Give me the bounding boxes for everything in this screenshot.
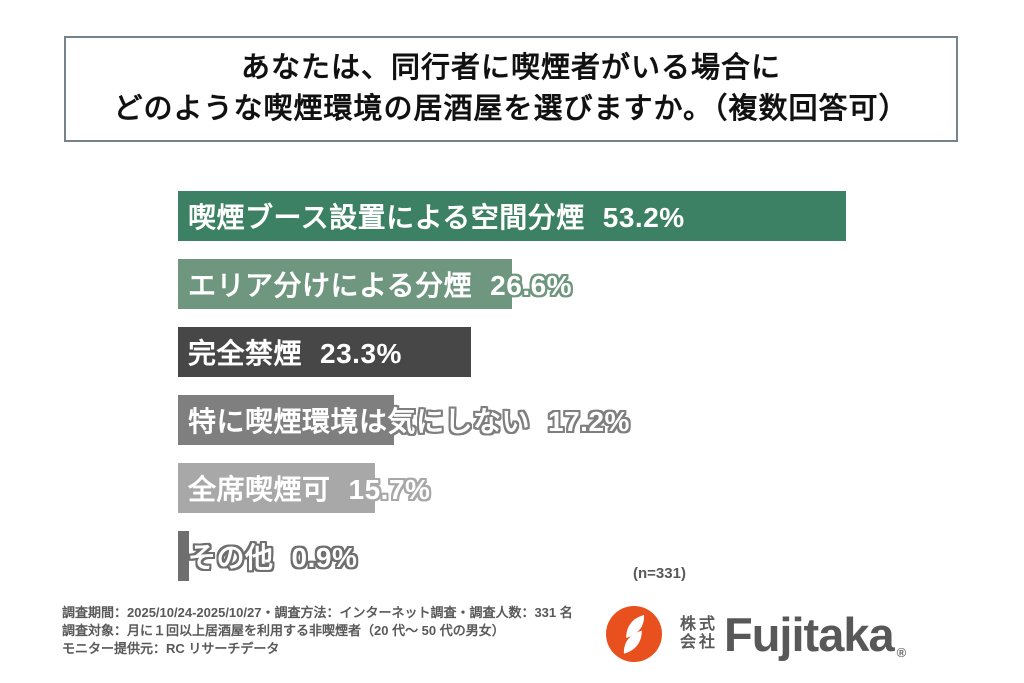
bar-1: エリア分けによる分煙 26.6% — [178, 259, 572, 309]
bar-label-4: 全席喫煙可 — [188, 474, 331, 505]
bar-label-1: エリア分けによる分煙 — [188, 270, 473, 301]
bar-row-4: 全席喫煙可 15.7% — [178, 463, 878, 513]
survey-target-line: 調査対象：月に１回以上居酒屋を利用する非喫煙者（20 代～ 50 代の男女） — [62, 622, 505, 638]
bar-row-1: エリア分けによる分煙 26.6% — [178, 259, 878, 309]
survey-title-line1: あなたは、同行者に喫煙者がいる場合に — [240, 52, 781, 85]
bar-label-3: 特に喫煙環境は気にしない — [188, 406, 531, 437]
logo-brand-name: Fujitaka — [724, 607, 895, 661]
bar-label-2: 完全禁煙 — [188, 338, 303, 369]
bar-5: その他 0.9% — [178, 531, 357, 581]
survey-title-box: あなたは、同行者に喫煙者がいる場合に どのような喫煙環境の居酒屋を選びますか。（… — [64, 36, 958, 142]
bar-value-3: 17.2% — [548, 406, 630, 437]
sample-size-note: (n=331) — [633, 565, 686, 582]
bar-row-2: 完全禁煙 23.3% — [178, 327, 878, 377]
bar-value-1: 26.6% — [490, 270, 573, 301]
bar-value-0: 53.2% — [602, 202, 685, 233]
bar-value-4: 15.7% — [348, 474, 431, 505]
bar-row-0: 喫煙ブース設置による空間分煙 53.2% — [178, 191, 878, 241]
bar-row-3: 特に喫煙環境は気にしない 17.2% — [178, 395, 878, 445]
bar-4: 全席喫煙可 15.7% — [178, 463, 430, 513]
survey-details: 調査期間：2025/10/24-2025/10/27・調査方法：インターネット調… — [62, 605, 573, 659]
bar-value-2: 23.3% — [320, 338, 402, 369]
fujitaka-leaf-icon — [606, 606, 662, 662]
logo-company-prefix-line2: 会社 — [680, 634, 719, 651]
bar-label-0: 喫煙ブース設置による空間分煙 — [188, 202, 585, 233]
logo-company-prefix-line1: 株式 — [680, 616, 719, 634]
bar-2: 完全禁煙 23.3% — [178, 327, 471, 377]
bar-3: 特に喫煙環境は気にしない 17.2% — [178, 395, 629, 445]
registered-trademark-mark: ® — [896, 645, 907, 660]
bar-label-5: その他 — [188, 542, 274, 573]
survey-monitor-line: モニター提供元：RC リサーチデータ — [62, 640, 280, 656]
logo-company-prefix: 株式 会社 — [680, 616, 718, 652]
survey-period-line: 調査期間：2025/10/24-2025/10/27・調査方法：インターネット調… — [62, 605, 573, 620]
survey-title-line2: どのような喫煙環境の居酒屋を選びますか。（複数回答可） — [113, 93, 909, 125]
bar-value-5: 0.9% — [291, 542, 358, 573]
fujitaka-logo: 株式 会社 Fujitaka ® — [606, 606, 906, 662]
bar-row-5: その他 0.9% — [178, 531, 878, 581]
bar-chart: 喫煙ブース設置による空間分煙 53.2% エリア分けによる分煙 26.6% 完全禁煙 23… — [178, 191, 878, 599]
bar-0: 喫煙ブース設置による空間分煙 53.2% — [178, 191, 846, 241]
